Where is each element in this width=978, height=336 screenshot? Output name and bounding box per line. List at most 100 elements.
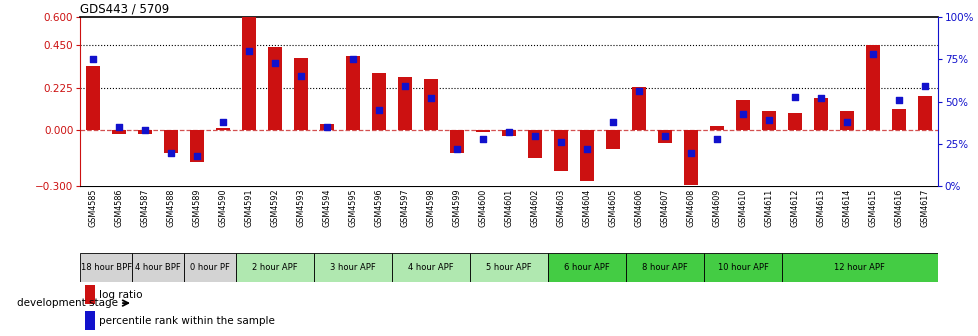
Bar — [320, 124, 333, 130]
Bar — [236, 253, 314, 282]
Text: GSM4599: GSM4599 — [452, 188, 462, 227]
Text: GSM4607: GSM4607 — [660, 188, 669, 227]
Bar — [450, 130, 464, 153]
Bar — [398, 77, 412, 130]
Point — [683, 150, 698, 155]
Bar — [839, 111, 853, 130]
Point — [604, 119, 620, 125]
Text: 5 hour APF: 5 hour APF — [486, 263, 531, 271]
Bar — [865, 45, 879, 130]
Point — [708, 136, 724, 142]
Point — [474, 136, 490, 142]
Point — [189, 153, 204, 159]
Text: 2 hour APF: 2 hour APF — [252, 263, 297, 271]
Text: GSM4588: GSM4588 — [166, 188, 176, 227]
Point — [734, 111, 750, 116]
Text: 6 hour APF: 6 hour APF — [563, 263, 609, 271]
Text: GSM4610: GSM4610 — [737, 188, 747, 227]
Text: GSM4617: GSM4617 — [919, 188, 928, 227]
Text: GSM4592: GSM4592 — [270, 188, 280, 227]
Text: GSM4601: GSM4601 — [504, 188, 513, 227]
Point — [631, 89, 646, 94]
Point — [916, 84, 932, 89]
Bar — [548, 253, 625, 282]
Text: 3 hour APF: 3 hour APF — [330, 263, 376, 271]
Text: GSM4612: GSM4612 — [789, 188, 799, 227]
Point — [838, 119, 854, 125]
Point — [890, 97, 906, 102]
Point — [656, 133, 672, 138]
Bar — [85, 285, 95, 304]
Text: 12 hour APF: 12 hour APF — [833, 263, 884, 271]
Point — [293, 74, 309, 79]
Text: GSM4594: GSM4594 — [323, 188, 332, 227]
Text: GSM4591: GSM4591 — [244, 188, 253, 227]
Bar — [502, 130, 515, 136]
Text: 4 hour BPF: 4 hour BPF — [135, 263, 181, 271]
Text: GSM4606: GSM4606 — [634, 188, 643, 227]
Point — [760, 118, 776, 123]
Bar — [709, 126, 724, 130]
Point — [163, 150, 179, 155]
Text: GSM4615: GSM4615 — [867, 188, 876, 227]
Bar — [268, 47, 282, 130]
Point — [111, 124, 127, 130]
Point — [319, 124, 334, 130]
Text: percentile rank within the sample: percentile rank within the sample — [99, 316, 275, 326]
Text: 18 hour BPF: 18 hour BPF — [80, 263, 132, 271]
Text: GSM4597: GSM4597 — [400, 188, 409, 227]
Bar — [80, 253, 132, 282]
Text: GSM4593: GSM4593 — [296, 188, 305, 227]
Bar — [625, 253, 703, 282]
Bar — [657, 130, 672, 143]
Bar — [86, 66, 101, 130]
Bar — [579, 130, 594, 181]
Text: GSM4595: GSM4595 — [348, 188, 357, 227]
Point — [449, 146, 465, 152]
Text: GSM4590: GSM4590 — [218, 188, 228, 227]
Point — [422, 95, 438, 101]
Bar — [787, 113, 801, 130]
Bar — [761, 111, 776, 130]
Bar — [684, 130, 697, 184]
Bar — [112, 130, 126, 134]
Text: GSM4589: GSM4589 — [193, 188, 201, 227]
Text: GSM4608: GSM4608 — [686, 188, 694, 227]
Bar — [138, 130, 153, 134]
Bar — [813, 98, 827, 130]
Point — [786, 94, 802, 99]
Text: GSM4587: GSM4587 — [141, 188, 150, 227]
Bar — [372, 73, 386, 130]
Bar — [216, 128, 230, 130]
Point — [137, 128, 153, 133]
Text: GSM4598: GSM4598 — [426, 188, 435, 227]
Point — [579, 146, 595, 152]
Bar — [423, 79, 438, 130]
Text: log ratio: log ratio — [99, 290, 143, 300]
Bar — [469, 253, 548, 282]
Text: 8 hour APF: 8 hour APF — [642, 263, 688, 271]
Text: GSM4613: GSM4613 — [816, 188, 824, 227]
Point — [865, 51, 880, 57]
Point — [397, 84, 413, 89]
Bar — [190, 130, 204, 162]
Bar — [605, 130, 619, 149]
Bar — [345, 56, 360, 130]
Text: GSM4585: GSM4585 — [89, 188, 98, 227]
Text: GDS443 / 5709: GDS443 / 5709 — [80, 3, 169, 16]
Bar — [314, 253, 392, 282]
Bar — [703, 253, 781, 282]
Text: GSM4609: GSM4609 — [712, 188, 721, 227]
Bar — [293, 58, 308, 130]
Text: GSM4603: GSM4603 — [556, 188, 565, 227]
Text: development stage: development stage — [17, 298, 118, 308]
Bar — [916, 96, 931, 130]
Bar — [85, 311, 95, 330]
Bar — [631, 87, 645, 130]
Bar — [475, 130, 490, 132]
Point — [215, 119, 231, 125]
Text: GSM4600: GSM4600 — [478, 188, 487, 227]
Text: GSM4604: GSM4604 — [582, 188, 591, 227]
Text: GSM4586: GSM4586 — [114, 188, 123, 227]
Bar — [184, 253, 236, 282]
